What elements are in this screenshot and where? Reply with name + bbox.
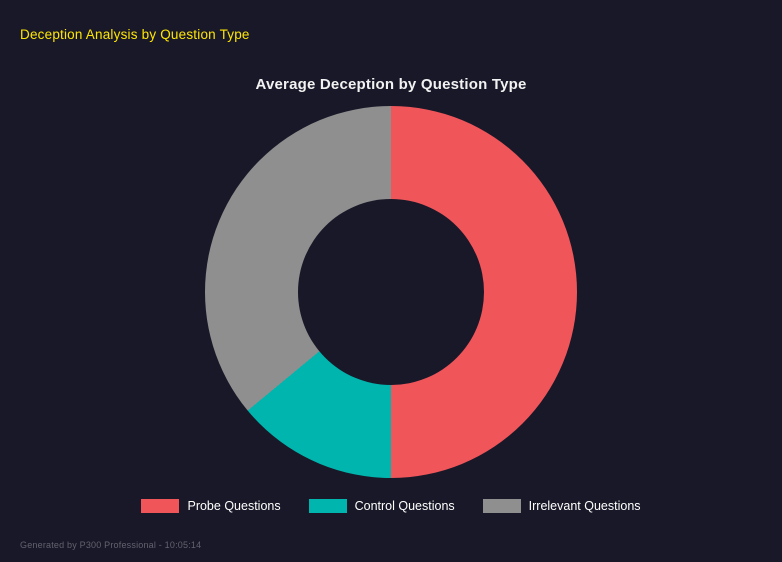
legend-item-probe[interactable]: Probe Questions	[141, 499, 281, 513]
donut-chart[interactable]	[205, 106, 577, 478]
donut-hole	[298, 199, 484, 385]
legend-label: Probe Questions	[187, 499, 281, 513]
legend-label: Irrelevant Questions	[528, 499, 641, 513]
legend-swatch	[482, 499, 521, 513]
chart-legend: Probe Questions Control Questions Irrele…	[141, 499, 641, 513]
chart-container: Average Deception by Question Type Probe…	[141, 76, 641, 513]
legend-item-control[interactable]: Control Questions	[308, 499, 455, 513]
page-title: Deception Analysis by Question Type	[20, 27, 250, 42]
legend-swatch	[141, 499, 180, 513]
footer-text: Generated by P300 Professional - 10:05:1…	[20, 540, 202, 550]
chart-title: Average Deception by Question Type	[255, 76, 527, 93]
legend-label: Control Questions	[354, 499, 455, 513]
legend-swatch	[308, 499, 347, 513]
legend-item-irrelevant[interactable]: Irrelevant Questions	[482, 499, 641, 513]
